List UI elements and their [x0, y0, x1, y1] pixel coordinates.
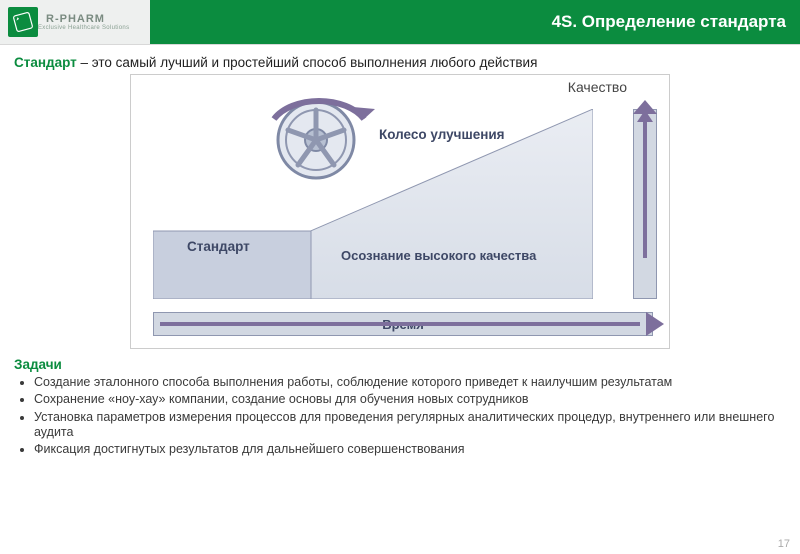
- header: R-PHARM Exclusive Healthcare Solutions 4…: [0, 0, 800, 44]
- logo-subtitle: Exclusive Healthcare Solutions: [38, 25, 129, 31]
- awareness-label: Осознание высокого качества: [341, 248, 536, 263]
- arrow-right-icon: [646, 312, 664, 336]
- lead-strong: Стандарт: [14, 55, 77, 70]
- vertical-arrow: [633, 109, 657, 299]
- tasks-heading: Задачи: [14, 357, 786, 372]
- lead-rest: – это самый лучший и простейший способ в…: [77, 55, 538, 70]
- tasks-list: Создание эталонного способа выполнения р…: [14, 375, 786, 457]
- tasks-block: Задачи Создание эталонного способа выпол…: [0, 349, 800, 457]
- wheel-label: Колесо улучшения: [379, 127, 505, 142]
- page-title: 4S. Определение стандарта: [150, 0, 800, 44]
- logo-block: R-PHARM Exclusive Healthcare Solutions: [0, 0, 150, 44]
- list-item: Фиксация достигнутых результатов для дал…: [34, 442, 786, 457]
- list-item: Создание эталонного способа выполнения р…: [34, 375, 786, 390]
- list-item: Установка параметров измерения процессов…: [34, 410, 786, 441]
- arrow-up-icon: [633, 100, 657, 114]
- diagram: Качество Стандарт Осознание высокого кач…: [130, 74, 670, 349]
- logo-text: R-PHARM: [46, 14, 129, 25]
- quality-label: Качество: [568, 79, 627, 95]
- triangle-graphic: [153, 109, 593, 299]
- wheel-rotation-arrow-icon: [259, 79, 379, 129]
- standard-label: Стандарт: [187, 239, 250, 254]
- lead-paragraph: Стандарт – это самый лучший и простейший…: [0, 45, 800, 74]
- logo-icon: [8, 7, 38, 37]
- time-arrow: Время: [153, 312, 653, 336]
- list-item: Сохранение «ноу-хау» компании, создание …: [34, 392, 786, 407]
- page-number: 17: [778, 538, 790, 550]
